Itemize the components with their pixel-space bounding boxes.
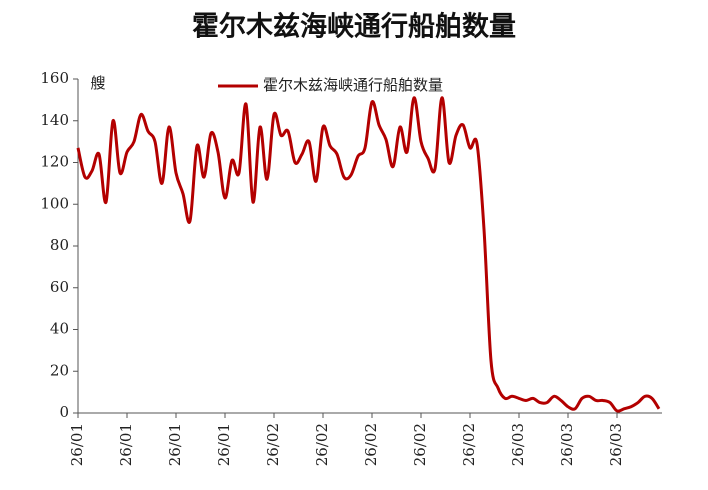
y-tick-label: 20 — [50, 361, 69, 379]
x-tick-label: 26/02 — [460, 423, 478, 466]
y-tick-label: 40 — [50, 320, 69, 338]
y-unit: 艘 — [90, 74, 105, 92]
y-tick-label: 160 — [40, 69, 69, 87]
x-tick-label: 26/01 — [166, 423, 184, 466]
chart-title: 霍尔木兹海峡通行船舶数量 — [192, 11, 516, 43]
y-tick-label: 100 — [40, 194, 69, 212]
y-tick-label: 60 — [50, 278, 69, 296]
x-tick-label: 26/01 — [117, 423, 135, 466]
x-tick-label: 26/01 — [68, 423, 86, 466]
y-tick-label: 0 — [59, 403, 69, 421]
x-tick-label: 26/02 — [362, 423, 380, 466]
x-tick-label: 26/01 — [215, 423, 233, 466]
x-tick-label: 26/02 — [264, 423, 282, 466]
x-tick-label: 26/03 — [558, 423, 576, 466]
x-tick-label: 26/02 — [313, 423, 331, 466]
y-tick-label: 140 — [40, 111, 69, 129]
x-tick-label: 26/03 — [509, 423, 527, 466]
y-tick-label: 120 — [40, 153, 69, 171]
x-tick-label: 26/02 — [411, 423, 429, 466]
line — [76, 96, 661, 413]
x-tick-label: 26/03 — [607, 423, 625, 466]
y-tick-label: 80 — [50, 236, 69, 254]
legend-label: 霍尔木兹海峡通行船舶数量 — [263, 76, 443, 94]
